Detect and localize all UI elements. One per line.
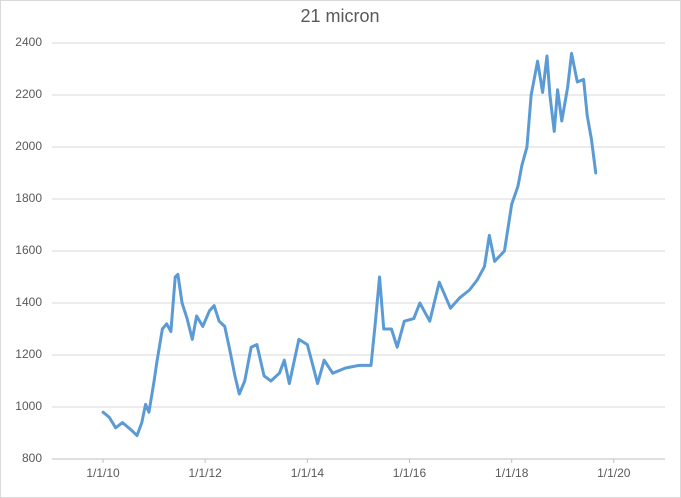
x-tick-label: 1/1/14 [291,466,325,480]
y-tick-label: 2000 [15,139,42,153]
x-tick-label: 1/1/20 [597,466,631,480]
y-tick-label: 2400 [15,35,42,49]
x-tick-label: 1/1/12 [188,466,222,480]
y-tick-label: 1000 [15,399,42,413]
x-tick-label: 1/1/16 [393,466,427,480]
y-tick-label: 1800 [15,191,42,205]
line-series [101,51,598,438]
x-tick-label: 1/1/18 [495,466,529,480]
chart-title: 21 micron [300,6,379,26]
y-tick-label: 1600 [15,243,42,257]
y-tick-label: 1400 [15,295,42,309]
y-tick-label: 2200 [15,87,42,101]
y-tick-label: 1200 [15,347,42,361]
x-tick-label: 1/1/10 [86,466,120,480]
y-tick-label: 800 [22,451,42,465]
